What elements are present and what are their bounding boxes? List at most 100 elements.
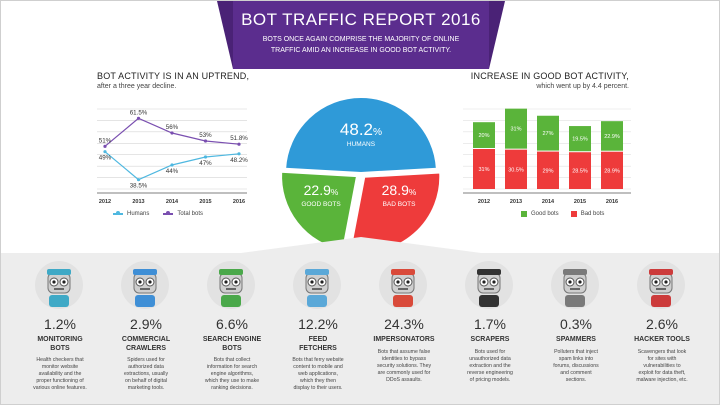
bot-type-name-line: SEARCH ENGINE bbox=[202, 336, 262, 343]
bot-type-description: Health checkers that monitor website avail… bbox=[21, 357, 99, 392]
bot-type-name: SCRAPERS bbox=[447, 335, 533, 344]
bot-percentage: 2.9% bbox=[130, 316, 162, 332]
bot-type-card: 0.3% SPAMMERS Polluters that inject spam li… bbox=[533, 259, 619, 404]
total-bots-point bbox=[136, 116, 141, 120]
bot-avatar-circle bbox=[379, 261, 427, 309]
humans-data-label: 38.5% bbox=[130, 183, 148, 190]
total-bots-data-label: 51.8% bbox=[230, 135, 248, 142]
bot-description-line: exploit for data theft, bbox=[638, 370, 686, 376]
subtitle-line-1: BOTS ONCE AGAIN COMPRISE THE MAJORITY OF… bbox=[262, 36, 460, 43]
total-bots-data-label: 51% bbox=[99, 137, 112, 144]
humans-point bbox=[170, 163, 174, 167]
bot-description-line: Bots that collect bbox=[213, 357, 251, 363]
bot-type-description: Scavengers that look for sites with vulner… bbox=[623, 349, 701, 384]
total-bots-data-label: 56% bbox=[166, 124, 179, 131]
bot-type-card: 1.2% MONITORING BOTS Health checkers that mo… bbox=[17, 259, 103, 404]
bot-description-line: availability and the bbox=[38, 371, 82, 377]
bad-bots-legend-label: Bad bots bbox=[580, 211, 605, 217]
line-chart-subheading: after a three year decline. bbox=[97, 83, 177, 90]
hacker-tool-icon bbox=[649, 269, 673, 307]
bot-percentage: 6.6% bbox=[216, 316, 248, 332]
bar-chart-x-tick: 2014 bbox=[542, 199, 555, 205]
bot-description-line: identities to bypass bbox=[381, 356, 427, 362]
monitoring-bot-icon bbox=[47, 269, 71, 307]
bot-description-line: of pricing models. bbox=[469, 377, 511, 383]
bot-description-line: are commonly used for bbox=[377, 370, 431, 376]
bot-type-name: HACKER TOOLS bbox=[619, 335, 705, 344]
bot-percentage: 2.6% bbox=[646, 316, 678, 332]
total-bots-data-label: 53% bbox=[199, 132, 212, 139]
bot-description-line: spam links into bbox=[558, 356, 594, 362]
bot-description-line: vulnerabilities to bbox=[643, 363, 681, 369]
good-bots-data-label: 31% bbox=[510, 127, 521, 133]
bot-type-description: Spiders used for authorized data extractio… bbox=[107, 357, 185, 392]
impersonator-icon bbox=[391, 269, 415, 307]
humans-point bbox=[103, 150, 107, 154]
bot-type-name-line: SPAMMERS bbox=[556, 336, 596, 343]
bad-bots-data-label: 28.5% bbox=[572, 169, 588, 175]
bar-chart-subheading: which went up by 4.4 percent. bbox=[536, 83, 629, 90]
bad-bots-bar bbox=[601, 151, 623, 189]
bot-description-line: web applications, bbox=[298, 371, 338, 377]
good-bots-bar bbox=[505, 108, 527, 149]
humans-slice bbox=[284, 95, 438, 175]
banner-fold-left bbox=[217, 1, 233, 69]
total-bots-point bbox=[170, 131, 174, 135]
line-chart-x-tick: 2013 bbox=[132, 199, 144, 205]
bot-avatar-circle bbox=[121, 261, 169, 309]
page-title: BOT TRAFFIC REPORT 2016 bbox=[241, 10, 481, 29]
bot-avatar-circle bbox=[637, 261, 685, 309]
line-chart-legend: Humans Total bots bbox=[113, 211, 203, 217]
bot-description-line: DDoS assaults. bbox=[386, 377, 422, 383]
bad-bots-name-label: BAD BOTS bbox=[383, 201, 417, 208]
good-bots-data-label: 27% bbox=[542, 131, 553, 137]
bot-type-card: 2.6% HACKER TOOLS Scavengers that look for … bbox=[619, 259, 705, 404]
bot-description-line: Health checkers that bbox=[36, 357, 84, 363]
good-bots-bar bbox=[537, 115, 559, 151]
good-bots-data-label: 22.9% bbox=[604, 134, 620, 140]
humans-point bbox=[203, 155, 208, 159]
line-chart-x-tick: 2015 bbox=[199, 199, 211, 205]
humans-data-label: 44% bbox=[166, 168, 179, 175]
humans-point bbox=[237, 152, 241, 156]
line-chart-heading: BOT ACTIVITY IS IN AN UPTREND, bbox=[97, 71, 250, 81]
bot-type-name-line: BOTS bbox=[222, 345, 242, 352]
bot-percentage: 12.2% bbox=[298, 316, 338, 332]
humans-name-label: HUMANS bbox=[347, 141, 376, 148]
bot-description-line: authorized data bbox=[128, 364, 164, 370]
bot-type-card: 12.2% FEED FETCHERS Bots that ferry website… bbox=[275, 259, 361, 404]
good-bots-value-label: 22.9% bbox=[304, 182, 339, 198]
good-bots-bar bbox=[601, 121, 623, 151]
bot-description-line: engine algorithms, bbox=[210, 371, 254, 377]
bot-type-description: Polluters that inject spam links into foru… bbox=[537, 349, 615, 384]
bad-bots-data-label: 29% bbox=[542, 168, 553, 174]
humans-data-label: 47% bbox=[199, 160, 212, 167]
bot-description-line: malware injection, etc. bbox=[636, 377, 688, 383]
bad-bots-legend-swatch bbox=[570, 211, 577, 217]
bot-type-name-line: IMPERSONATORS bbox=[373, 336, 435, 343]
line-chart-x-tick: 2016 bbox=[233, 199, 245, 205]
bot-type-name-line: MONITORING bbox=[37, 336, 83, 343]
bot-description-line: Bots that assume false bbox=[377, 349, 431, 355]
title-banner: BOT TRAFFIC REPORT 2016 BOTS ONCE AGAIN … bbox=[233, 1, 489, 69]
bot-type-card: 24.3% IMPERSONATORS Bots that assume false… bbox=[361, 259, 447, 404]
bot-type-name-line: BOTS bbox=[50, 345, 70, 352]
bad-bots-bar bbox=[505, 149, 527, 189]
bot-description-line: ranking decisions. bbox=[211, 385, 253, 391]
good-bots-legend-label: Good bots bbox=[531, 211, 559, 217]
subtitle-line-2: TRAFFIC AMID AN INCREASE IN GOOD BOT ACT… bbox=[270, 47, 452, 54]
bot-description-line: proper functioning of bbox=[36, 378, 84, 384]
bot-description-line: which they then bbox=[299, 378, 337, 384]
bot-avatar-circle bbox=[465, 261, 513, 309]
bar-chart-x-tick: 2016 bbox=[606, 199, 618, 205]
bot-percentage: 1.7% bbox=[474, 316, 506, 332]
bot-type-name-line: SCRAPERS bbox=[470, 336, 510, 343]
bot-type-card: 2.9% COMMERCIAL CRAWLERS Spiders used for au… bbox=[103, 259, 189, 404]
humans-data-label: 49% bbox=[99, 155, 112, 162]
good-bots-bar bbox=[569, 126, 591, 152]
bot-description-line: which they use to make bbox=[204, 378, 260, 384]
bot-avatar-circle bbox=[293, 261, 341, 309]
bad-bots-data-label: 28.9% bbox=[604, 168, 620, 174]
good-bots-legend-swatch bbox=[521, 211, 527, 217]
bar-chart-legend: Good bots Bad bots bbox=[521, 211, 604, 217]
